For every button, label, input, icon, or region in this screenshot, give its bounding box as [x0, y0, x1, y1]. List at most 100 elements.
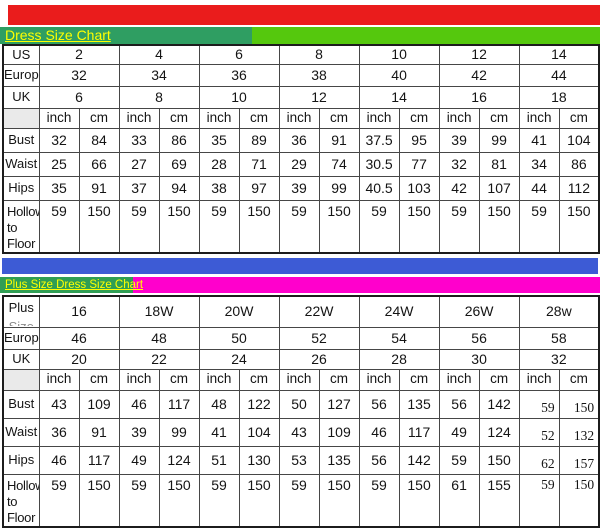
measurement-inch-value: 36 — [278, 127, 320, 153]
measurement-cm-value: 86 — [558, 151, 600, 177]
unit-label-cm: cm — [558, 368, 600, 391]
measurement-inch-value: 34 — [518, 151, 560, 177]
size-value: 18 — [518, 85, 600, 109]
measurement-cm-value: 127 — [318, 389, 360, 419]
size-value: 56 — [438, 326, 520, 350]
row-label: Hips — [2, 445, 40, 475]
measurement-cm-value: 150 — [318, 199, 360, 253]
measurement-inch-value: 43 — [278, 417, 320, 447]
corner-cell — [2, 107, 40, 129]
unit-label-cm: cm — [238, 107, 280, 129]
measurement-inch-value: 43 — [38, 389, 80, 419]
measurement-cm-value: 157 — [558, 445, 600, 475]
row-label: Bust — [2, 127, 40, 153]
unit-label-cm: cm — [318, 107, 360, 129]
measurement-inch-value: 52 — [518, 417, 560, 447]
size-value: 58 — [518, 326, 600, 350]
measurement-inch-value: 39 — [438, 127, 480, 153]
plus-size-chart-title-bar: Plus Size Dress Size Chart — [0, 277, 600, 293]
measurement-cm-value: 91 — [318, 127, 360, 153]
unit-label-inch: inch — [198, 107, 240, 129]
size-value: 18W — [118, 295, 200, 328]
measurement-cm-value: 94 — [158, 175, 200, 201]
measurement-cm-value: 142 — [398, 445, 440, 475]
size-value: 42 — [438, 63, 520, 87]
plus-size-table: PlusSize1618W20W22W24W26W28wEurope464850… — [2, 295, 600, 528]
measurement-cm-value: 150 — [158, 473, 200, 527]
measurement-cm-value: 117 — [78, 445, 120, 475]
measurement-cm-value: 124 — [478, 417, 520, 447]
measurement-inch-value: 51 — [198, 445, 240, 475]
measurement-inch-value: 36 — [38, 417, 80, 447]
size-value: 20 — [38, 348, 120, 370]
measurement-inch-value: 59 — [38, 199, 80, 253]
size-value: 40 — [358, 63, 440, 87]
unit-label-inch: inch — [518, 368, 560, 391]
measurement-cm-value: 150 — [558, 199, 600, 253]
measurement-cm-value: 104 — [558, 127, 600, 153]
measurement-inch-value: 49 — [438, 417, 480, 447]
measurement-inch-value: 38 — [198, 175, 240, 201]
measurement-inch-value: 39 — [278, 175, 320, 201]
measurement-inch-value: 49 — [118, 445, 160, 475]
measurement-cm-value: 142 — [478, 389, 520, 419]
size-value: 24 — [198, 348, 280, 370]
measurement-cm-value: 109 — [318, 417, 360, 447]
measurement-inch-value: 46 — [38, 445, 80, 475]
size-value: 32 — [38, 63, 120, 87]
unit-label-cm: cm — [558, 107, 600, 129]
measurement-cm-value: 150 — [558, 473, 600, 527]
size-value: 26W — [438, 295, 520, 328]
size-value: 16 — [38, 295, 120, 328]
unit-label-cm: cm — [158, 368, 200, 391]
measurement-inch-value: 25 — [38, 151, 80, 177]
unit-label-inch: inch — [38, 107, 80, 129]
title-background-segment — [0, 277, 133, 293]
unit-header-row: inch cm inch cm inch cm inch cm inch cm inch cm inch… — [2, 107, 600, 129]
size-value: 24W — [358, 295, 440, 328]
measurement-inch-value: 41 — [198, 417, 240, 447]
unit-label-inch: inch — [118, 107, 160, 129]
measurement-row: Bust 32 84 33 86 35 89 36 91 37.5 95 39 99 41 104 — [2, 127, 600, 153]
measurement-cm-value: 150 — [78, 473, 120, 527]
measurement-cm-value: 150 — [238, 199, 280, 253]
row-label: Waist — [2, 151, 40, 177]
unit-label-cm: cm — [78, 368, 120, 391]
size-region-row: Europe32343638404244 — [2, 63, 600, 87]
measurement-cm-value: 150 — [478, 199, 520, 253]
size-value: 4 — [118, 44, 200, 65]
measurement-inch-value: 40.5 — [358, 175, 400, 201]
unit-label-cm: cm — [78, 107, 120, 129]
measurement-inch-value: 50 — [278, 389, 320, 419]
measurement-row: Hips 46 117 49 124 51 130 53 135 56 142 59 150 62 157 — [2, 445, 600, 475]
measurement-cm-value: 117 — [158, 389, 200, 419]
row-label: Europe — [2, 326, 40, 350]
size-value: 16 — [438, 85, 520, 109]
measurement-inch-value: 37 — [118, 175, 160, 201]
measurement-cm-value: 69 — [158, 151, 200, 177]
measurement-cm-value: 103 — [398, 175, 440, 201]
measurement-inch-value: 39 — [118, 417, 160, 447]
measurement-cm-value: 81 — [478, 151, 520, 177]
size-value: 8 — [118, 85, 200, 109]
measurement-cm-value: 109 — [78, 389, 120, 419]
measurement-inch-value: 59 — [518, 473, 560, 527]
size-value: 10 — [198, 85, 280, 109]
row-label: Waist — [2, 417, 40, 447]
unit-label-cm: cm — [398, 107, 440, 129]
measurement-cm-value: 117 — [398, 417, 440, 447]
measurement-cm-value: 150 — [318, 473, 360, 527]
unit-label-cm: cm — [478, 368, 520, 391]
unit-label-cm: cm — [158, 107, 200, 129]
measurement-inch-value: 53 — [278, 445, 320, 475]
unit-label-cm: cm — [238, 368, 280, 391]
unit-label-inch: inch — [38, 368, 80, 391]
measurement-inch-value: 59 — [118, 473, 160, 527]
measurement-cm-value: 99 — [478, 127, 520, 153]
measurement-row: Hollowto Floor59150591505915059150591506… — [2, 473, 600, 527]
measurement-inch-value: 56 — [438, 389, 480, 419]
measurement-inch-value: 59 — [38, 473, 80, 527]
size-value: 50 — [198, 326, 280, 350]
unit-label-inch: inch — [198, 368, 240, 391]
